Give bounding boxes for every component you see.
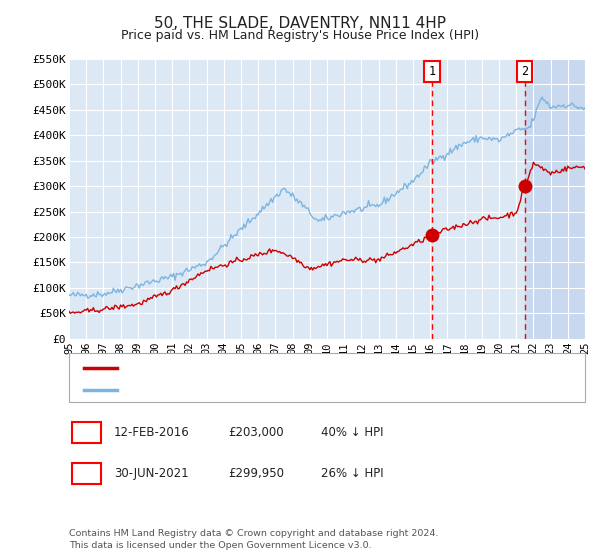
Text: £203,000: £203,000: [228, 426, 284, 439]
Text: 50, THE SLADE, DAVENTRY, NN11 4HP: 50, THE SLADE, DAVENTRY, NN11 4HP: [154, 16, 446, 31]
Text: 12-FEB-2016: 12-FEB-2016: [114, 426, 190, 439]
Text: 1: 1: [428, 65, 436, 78]
Text: 26% ↓ HPI: 26% ↓ HPI: [321, 466, 383, 480]
Text: 50, THE SLADE, DAVENTRY, NN11 4HP (detached house): 50, THE SLADE, DAVENTRY, NN11 4HP (detac…: [124, 362, 439, 372]
Text: 1: 1: [83, 426, 90, 439]
Text: HPI: Average price, detached house, West Northamptonshire: HPI: Average price, detached house, West…: [124, 385, 463, 395]
Text: 40% ↓ HPI: 40% ↓ HPI: [321, 426, 383, 439]
Text: Contains HM Land Registry data © Crown copyright and database right 2024.
This d: Contains HM Land Registry data © Crown c…: [69, 529, 439, 550]
Text: 2: 2: [83, 466, 90, 480]
Text: £299,950: £299,950: [228, 466, 284, 480]
Text: Price paid vs. HM Land Registry's House Price Index (HPI): Price paid vs. HM Land Registry's House …: [121, 29, 479, 42]
Bar: [525, 59, 585, 339]
Text: 30-JUN-2021: 30-JUN-2021: [114, 466, 188, 480]
Text: 2: 2: [521, 65, 529, 78]
